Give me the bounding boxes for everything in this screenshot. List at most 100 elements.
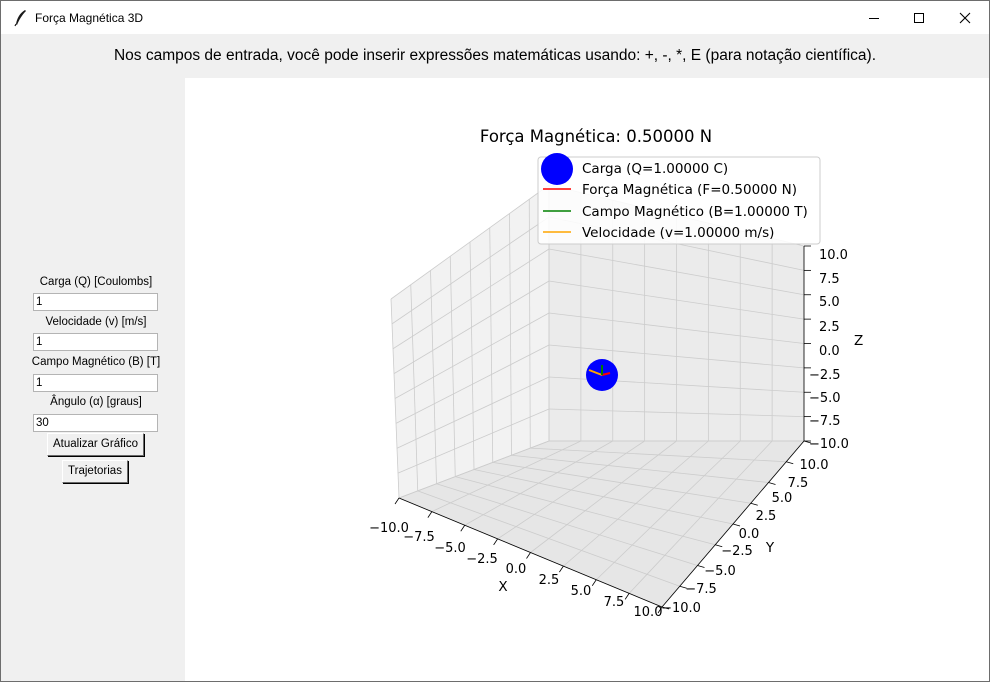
- x-tick-label: −7.5: [403, 530, 435, 545]
- y-tick: [697, 565, 705, 568]
- y-tick-label: −10.0: [661, 601, 701, 616]
- y-tick-label: 0.0: [739, 527, 760, 542]
- x-tick: [394, 497, 400, 505]
- x-axis-label: X: [498, 579, 507, 595]
- trajectories-button[interactable]: Trajetorias: [62, 460, 128, 483]
- charge-label: Carga (Q) [Coulombs]: [39, 276, 153, 288]
- grid-line: [489, 227, 494, 463]
- z-tick-label: 10.0: [819, 248, 848, 263]
- force-vector: [601, 372, 611, 376]
- y-tick: [679, 585, 687, 589]
- close-icon: [959, 12, 971, 24]
- angle-label: Ângulo (α) [graus]: [50, 396, 142, 408]
- x-tick: [657, 606, 663, 614]
- x-tick: [591, 579, 597, 586]
- info-bar: Nos campos de entrada, você pode inserir…: [1, 34, 989, 78]
- grid-line: [393, 280, 550, 374]
- field-label: Campo Magnético (B) [T]: [31, 356, 161, 368]
- y-tick: [803, 440, 812, 444]
- x-tick-label: 5.0: [571, 584, 592, 599]
- z-tick-label: 2.5: [819, 320, 840, 335]
- velocity-label: Velocidade (v) [m/s]: [45, 316, 147, 328]
- grid-line: [548, 248, 805, 296]
- info-text: Nos campos de entrada, você pode inserir…: [113, 47, 877, 64]
- z-tick-label: 0.0: [819, 344, 840, 359]
- control-panel: Carga (Q) [Coulombs] 1 Velocidade (v) [m…: [1, 78, 185, 681]
- x-pane: [391, 185, 549, 498]
- grid-line: [473, 469, 734, 525]
- velocity-vector: [588, 369, 603, 376]
- z-tick-label: −10.0: [809, 437, 849, 452]
- x-tick-label: 0.0: [506, 562, 527, 577]
- z-tick-label: −5.0: [809, 391, 841, 406]
- y-tick-label: 5.0: [772, 491, 793, 506]
- y-tick-label: 10.0: [800, 458, 829, 473]
- tick-marks: [394, 245, 812, 614]
- grid-line: [528, 199, 531, 449]
- y-tick: [715, 544, 723, 548]
- x-tick-label: −5.0: [434, 541, 466, 556]
- grid-line: [492, 461, 751, 504]
- y-axis-label: Y: [765, 540, 775, 556]
- z-tick-label: −7.5: [809, 414, 841, 429]
- y-tick-label: −5.0: [704, 564, 736, 579]
- x-tick: [427, 511, 433, 518]
- grid-line: [390, 184, 550, 300]
- legend: [537, 156, 821, 245]
- x-tick-label: −10.0: [369, 521, 409, 536]
- plot-3d: −10.0 −7.5 −5.0 −2.5 0.0 2.5 5.0 7.5 10.…: [369, 127, 863, 620]
- legend-label-charge: Carga (Q=1.00000 C): [582, 161, 728, 177]
- y-tick-label: 7.5: [788, 476, 809, 491]
- grid-line: [628, 440, 773, 594]
- x-tick-label: 7.5: [604, 595, 625, 610]
- update-plot-button[interactable]: Atualizar Gráfico: [47, 433, 144, 456]
- grid-line: [595, 440, 741, 581]
- plot-canvas[interactable]: −10.0 −7.5 −5.0 −2.5 0.0 2.5 5.0 7.5 10.…: [185, 78, 989, 681]
- legend-marker-charge: [541, 153, 573, 185]
- grid-line: [511, 454, 769, 483]
- z-axis-label: Z: [854, 333, 863, 349]
- y-tick: [732, 523, 741, 527]
- velocity-input[interactable]: 1: [33, 333, 158, 351]
- x-tick-label: −2.5: [466, 552, 498, 567]
- grid-line: [394, 312, 550, 399]
- minimize-icon: [869, 18, 879, 19]
- x-tick: [559, 565, 564, 573]
- grid-line: [509, 213, 512, 456]
- y-tick-label: −2.5: [721, 544, 753, 559]
- y-tick-label: −7.5: [685, 582, 717, 597]
- z-tick-label: 5.0: [819, 295, 840, 310]
- feather-icon: [14, 10, 26, 27]
- grid-line: [548, 312, 805, 344]
- y-tick-label: 2.5: [756, 509, 777, 524]
- window-title: Força Magnética 3D: [35, 11, 144, 25]
- plot-title: Força Magnética: 0.50000 N: [480, 127, 712, 146]
- maximize-icon: [914, 13, 924, 23]
- grid-line: [563, 440, 709, 567]
- legend-label-velocity: Velocidade (v=1.00000 m/s): [582, 225, 774, 241]
- legend-label-force: Força Magnética (F=0.50000 N): [582, 182, 797, 198]
- grid-line: [530, 447, 787, 463]
- x-tick-label: 2.5: [539, 573, 560, 588]
- field-input[interactable]: 1: [33, 374, 158, 392]
- maximize-button[interactable]: [896, 1, 942, 34]
- x-tick: [493, 538, 498, 546]
- x-tick: [526, 552, 531, 559]
- angle-input[interactable]: 30: [33, 414, 158, 432]
- z-tick-label: 7.5: [819, 272, 840, 287]
- y-tick: [786, 461, 794, 465]
- close-button[interactable]: [942, 1, 988, 34]
- y-tick: [750, 502, 758, 506]
- y-tick: [768, 482, 776, 485]
- title-bar[interactable]: Força Magnética 3D: [1, 1, 989, 34]
- grid-line: [392, 248, 550, 350]
- minimize-button[interactable]: [851, 1, 897, 34]
- y-tick: [661, 606, 670, 610]
- charge-input[interactable]: 1: [33, 293, 158, 311]
- grid-line: [391, 216, 550, 325]
- grid-line: [548, 280, 805, 320]
- x-tick: [624, 593, 630, 600]
- x-tick: [460, 525, 466, 532]
- x-tick-label: 10.0: [634, 605, 663, 620]
